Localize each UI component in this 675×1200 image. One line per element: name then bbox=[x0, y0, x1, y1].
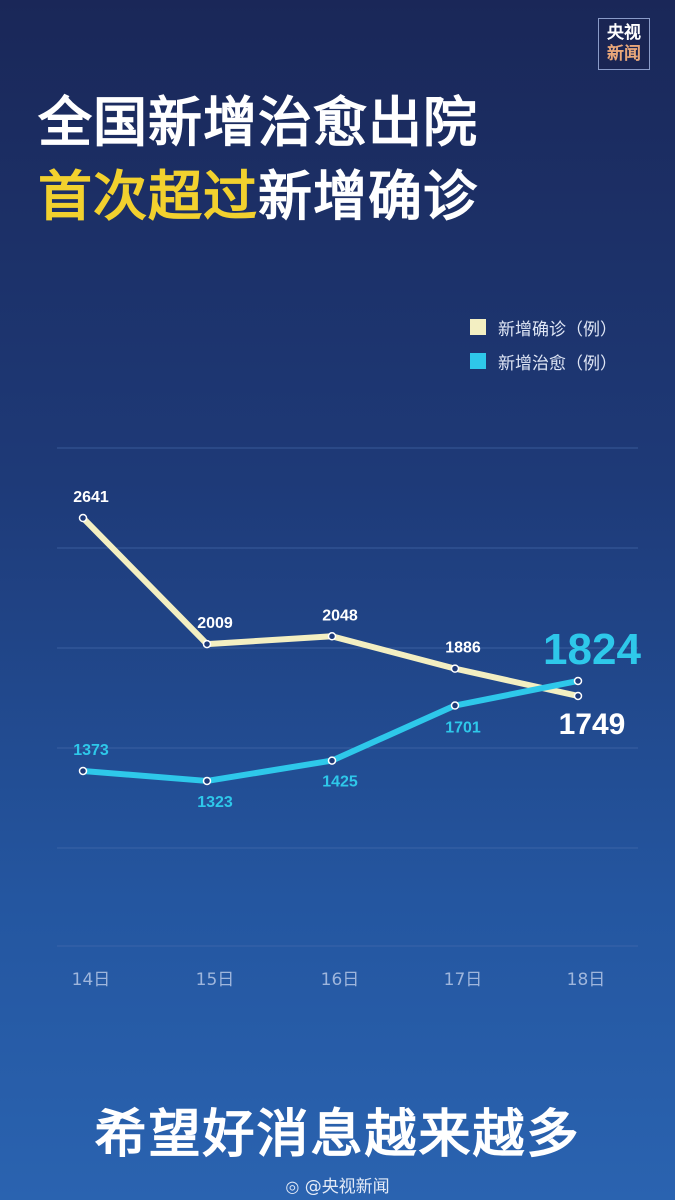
cctv-news-logo: 央视 新闻 bbox=[598, 18, 650, 70]
logo-line1: 央视 bbox=[607, 23, 641, 43]
data-point bbox=[327, 632, 337, 641]
data-label: 2641 bbox=[73, 489, 109, 506]
data-point bbox=[450, 701, 460, 710]
x-tick-label: 15日 bbox=[196, 970, 235, 990]
headline-line2: 首次超过新增确诊 bbox=[38, 152, 478, 231]
data-point bbox=[573, 676, 583, 686]
data-point bbox=[202, 776, 212, 786]
slogan: 希望好消息越来越多 bbox=[94, 1105, 581, 1165]
legend-item-cured: 新增治愈（例） bbox=[470, 344, 617, 378]
legend-label: 新增治愈（例） bbox=[498, 353, 617, 374]
x-tick-label: 16日 bbox=[321, 970, 360, 990]
data-label: 1749 bbox=[559, 708, 626, 741]
data-label: 1701 bbox=[445, 720, 481, 737]
legend-swatch-cured bbox=[470, 353, 486, 369]
credit: ◎ @央视新闻 bbox=[0, 1172, 675, 1197]
legend-swatch-confirmed bbox=[470, 319, 486, 335]
legend-item-confirmed: 新增确诊（例） bbox=[470, 310, 617, 344]
x-tick-label: 14日 bbox=[72, 970, 111, 990]
headline-line1: 全国新增治愈出院 bbox=[38, 91, 478, 154]
headline-highlight: 首次超过 bbox=[38, 165, 258, 228]
weibo-icon: ◎ bbox=[285, 1177, 300, 1196]
credit-text: @央视新闻 bbox=[304, 1177, 390, 1197]
logo-line2: 新闻 bbox=[607, 44, 641, 64]
headline-rest: 新增确诊 bbox=[258, 165, 478, 228]
data-point bbox=[450, 664, 460, 673]
series-line-cured bbox=[82, 678, 579, 784]
legend: 新增确诊（例） 新增治愈（例） bbox=[470, 310, 617, 378]
legend-label: 新增确诊（例） bbox=[498, 319, 617, 340]
data-point bbox=[78, 766, 88, 776]
data-label: 1373 bbox=[73, 742, 109, 759]
data-label: 2009 bbox=[197, 615, 233, 632]
x-tick-label: 18日 bbox=[567, 970, 606, 990]
data-point bbox=[573, 691, 583, 701]
data-label: 2048 bbox=[322, 607, 358, 624]
data-label: 1824 bbox=[543, 625, 641, 674]
data-label: 1886 bbox=[445, 640, 481, 657]
x-tick-label: 17日 bbox=[444, 970, 483, 990]
data-label: 1425 bbox=[322, 774, 358, 791]
data-point bbox=[78, 513, 88, 523]
data-label: 1323 bbox=[197, 794, 233, 811]
data-point bbox=[202, 639, 212, 649]
data-point bbox=[327, 756, 337, 765]
